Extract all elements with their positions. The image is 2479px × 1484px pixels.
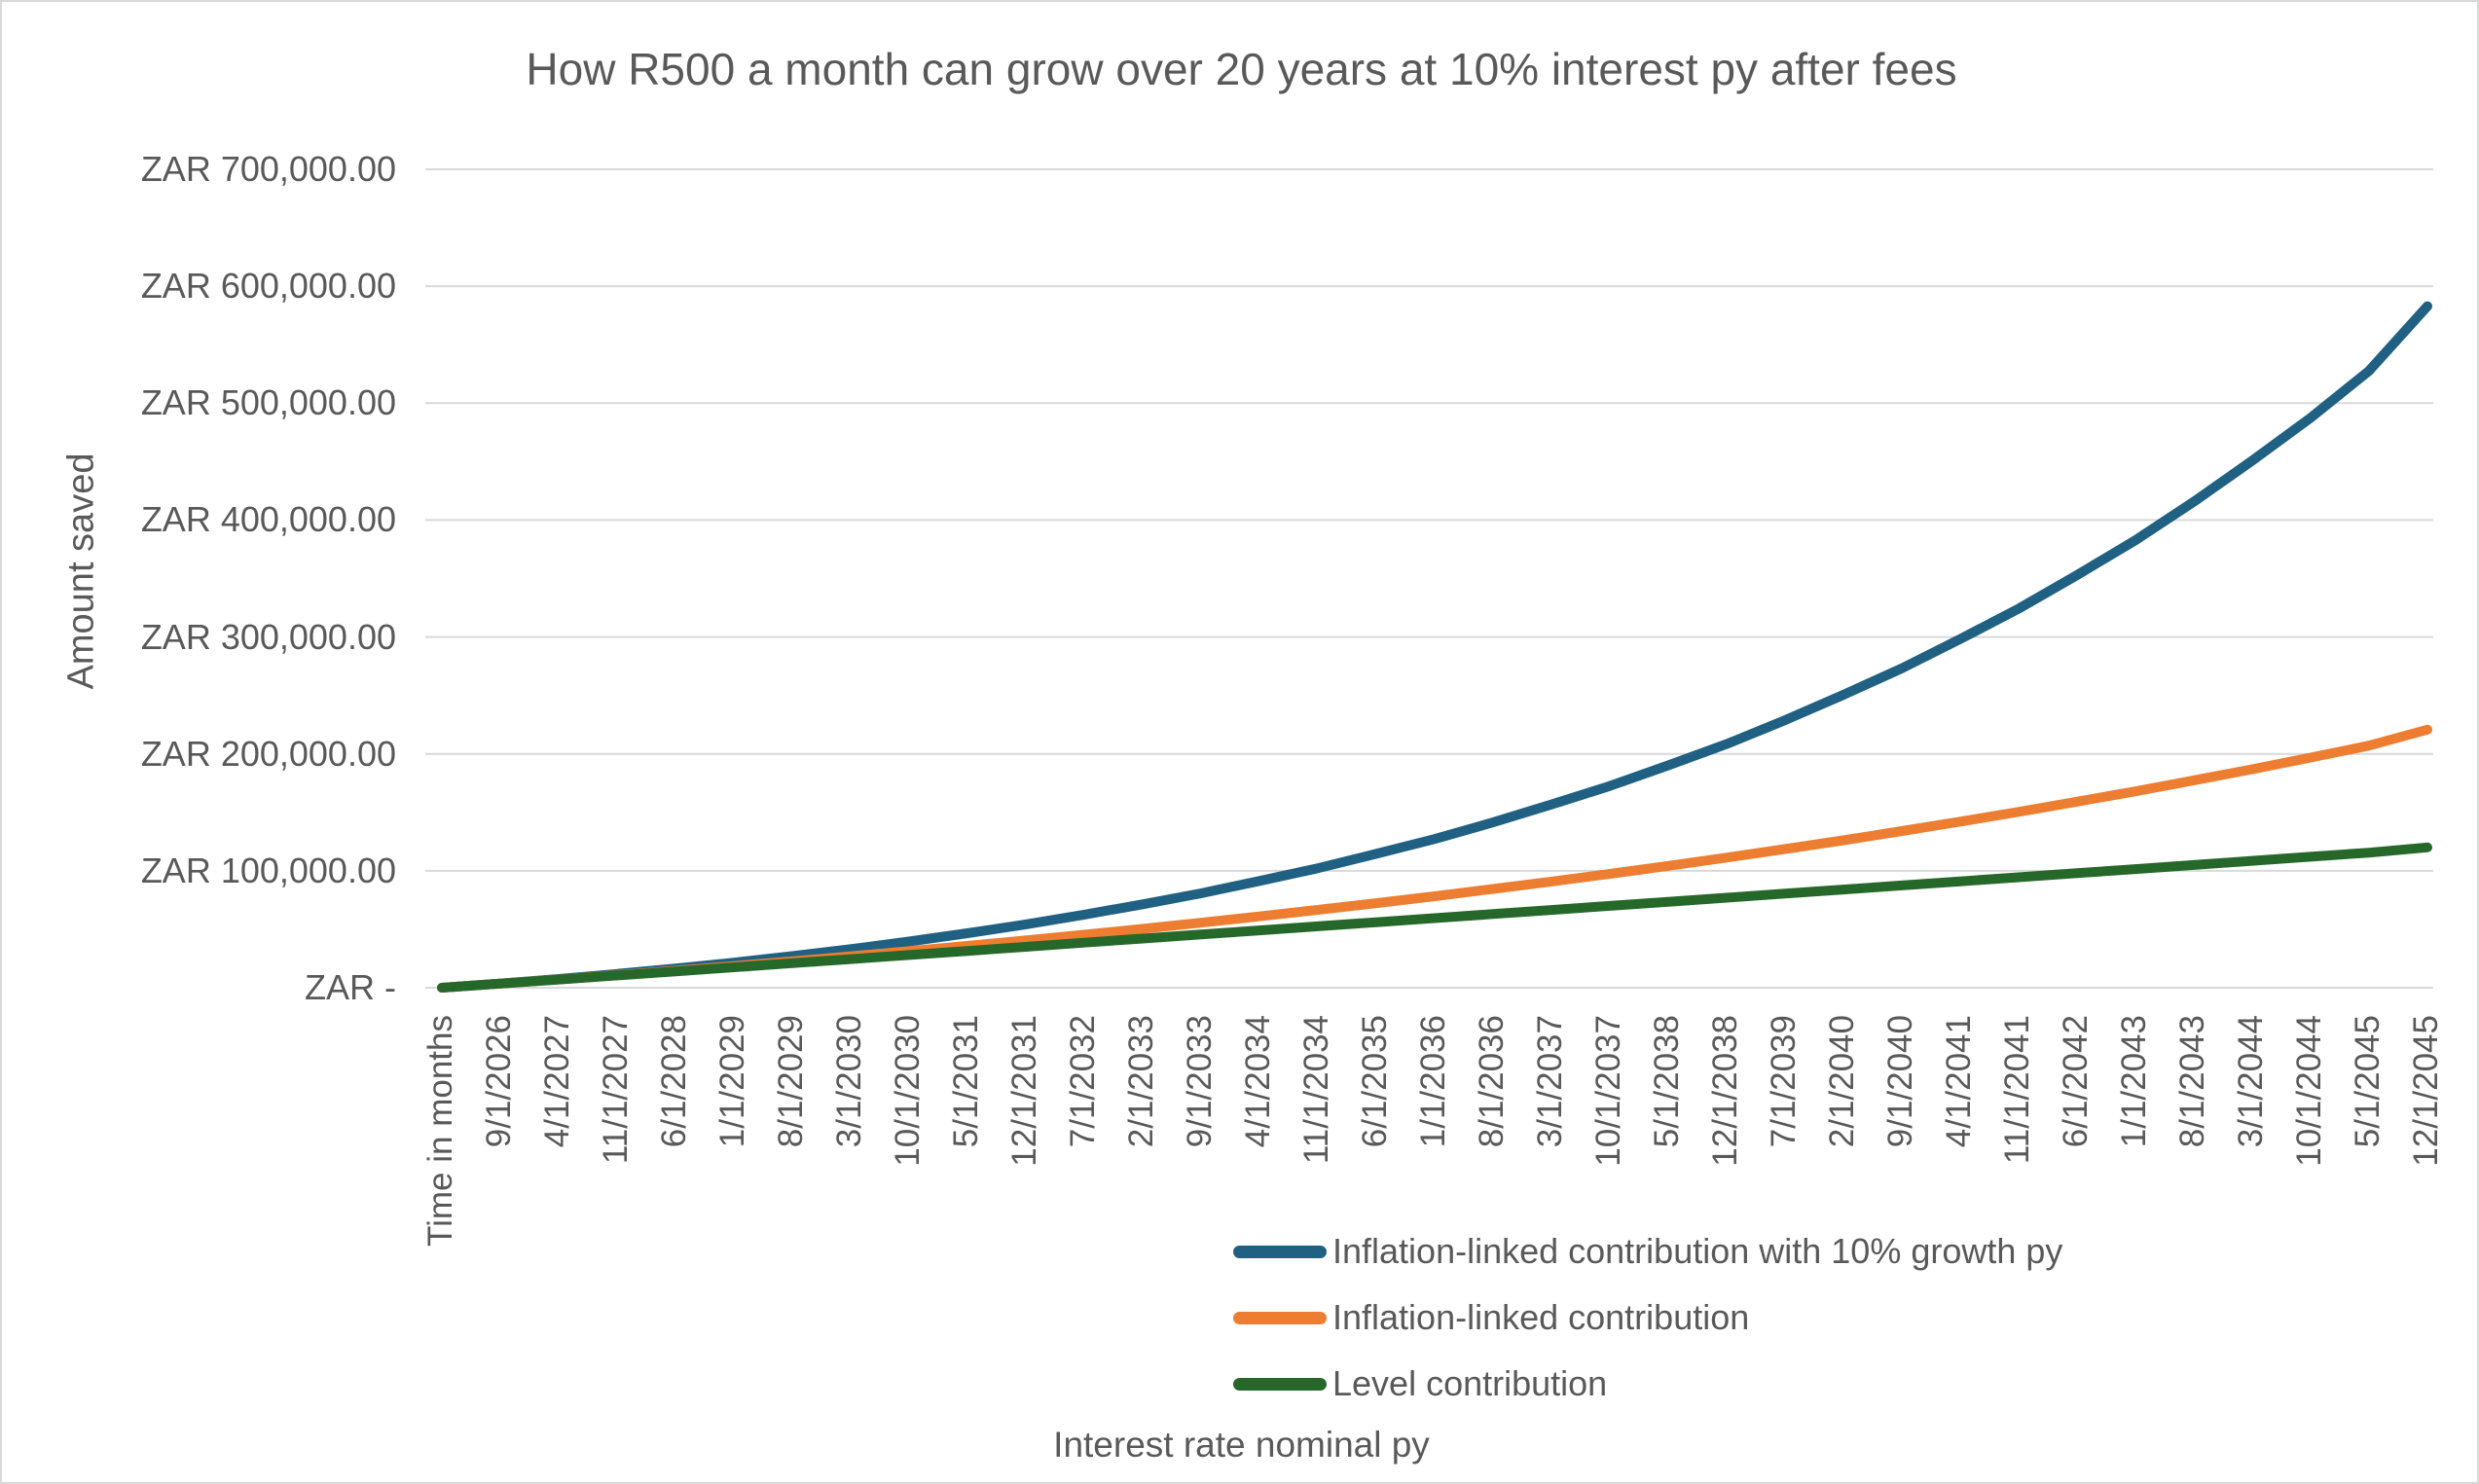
legend-swatch-icon xyxy=(1233,1311,1327,1324)
x-tick-label: 1/1/2043 xyxy=(2115,1015,2153,1148)
x-tick-label: Time in months xyxy=(421,1015,459,1247)
x-tick-label: 8/1/2043 xyxy=(2173,1015,2211,1148)
x-tick-label: 11/1/2027 xyxy=(597,1015,635,1165)
x-tick-label: 7/1/2039 xyxy=(1765,1015,1803,1148)
x-axis-title: Interest rate nominal py xyxy=(1053,1425,1430,1465)
x-tick-label: 5/1/2038 xyxy=(1648,1015,1686,1148)
legend-item: Inflation-linked contribution xyxy=(1233,1298,1749,1337)
y-tick-label: ZAR 500,000.00 xyxy=(140,382,396,423)
x-tick-label: 1/1/2036 xyxy=(1414,1015,1452,1148)
x-tick-label: 1/1/2029 xyxy=(713,1015,751,1148)
x-tick-label: 12/1/2038 xyxy=(1706,1015,1744,1167)
chart-title: How R500 a month can grow over 20 years … xyxy=(526,44,1957,94)
y-tick-label: ZAR 200,000.00 xyxy=(140,733,396,774)
x-tick-label: 9/1/2040 xyxy=(1881,1015,1919,1148)
series-line-2 xyxy=(437,724,2432,993)
x-tick-label: 6/1/2035 xyxy=(1356,1015,1394,1148)
x-tick-label: 5/1/2045 xyxy=(2349,1015,2387,1148)
x-tick-label: 4/1/2041 xyxy=(1940,1015,1978,1148)
x-tick-label: 11/1/2041 xyxy=(1998,1015,2036,1165)
legend-swatch-icon xyxy=(1233,1377,1327,1391)
legend-label: Inflation-linked contribution xyxy=(1332,1297,1750,1337)
x-tick-label: 9/1/2033 xyxy=(1181,1015,1219,1148)
legend-label: Inflation-linked contribution with 10% g… xyxy=(1332,1231,2063,1271)
x-tick-label: 9/1/2026 xyxy=(480,1015,518,1148)
x-tick-label: 2/1/2033 xyxy=(1122,1015,1160,1148)
x-tick-label: 6/1/2042 xyxy=(2057,1015,2095,1148)
legend-item: Inflation-linked contribution with 10% g… xyxy=(1233,1232,2062,1271)
x-tick-label: 2/1/2040 xyxy=(1823,1015,1861,1148)
legend-item: Level contribution xyxy=(1233,1364,1607,1403)
series-line-3 xyxy=(437,842,2432,993)
y-tick-label: ZAR 700,000.00 xyxy=(140,149,396,189)
y-tick-label: ZAR 400,000.00 xyxy=(140,499,396,540)
legend-label: Level contribution xyxy=(1332,1363,1608,1403)
x-tick-label: 8/1/2036 xyxy=(1473,1015,1511,1148)
x-tick-label: 6/1/2028 xyxy=(655,1015,693,1148)
x-tick-label: 7/1/2032 xyxy=(1064,1015,1102,1148)
x-tick-label: 5/1/2031 xyxy=(947,1015,985,1148)
x-tick-label: 10/1/2037 xyxy=(1589,1015,1627,1167)
x-tick-label: 3/1/2044 xyxy=(2232,1015,2270,1148)
y-axis-title: Amount saved xyxy=(60,452,102,690)
x-tick-label: 10/1/2044 xyxy=(2290,1015,2328,1167)
x-tick-label: 4/1/2034 xyxy=(1239,1015,1277,1148)
x-tick-label: 11/1/2034 xyxy=(1297,1015,1335,1165)
series-line-1 xyxy=(437,301,2432,993)
y-tick-label: ZAR - xyxy=(305,967,396,1007)
x-tick-label: 8/1/2029 xyxy=(772,1015,810,1148)
x-tick-label: 3/1/2037 xyxy=(1531,1015,1569,1148)
y-tick-label: ZAR 100,000.00 xyxy=(140,850,396,890)
x-tick-label: 12/1/2031 xyxy=(1005,1015,1043,1167)
y-tick-label: ZAR 300,000.00 xyxy=(140,616,396,657)
x-tick-label: 10/1/2030 xyxy=(889,1015,927,1167)
x-tick-label: 3/1/2030 xyxy=(830,1015,868,1148)
legend-swatch-icon xyxy=(1233,1245,1327,1258)
x-tick-label: 4/1/2027 xyxy=(538,1015,576,1148)
x-tick-label: 12/1/2045 xyxy=(2407,1015,2445,1167)
y-tick-label: ZAR 600,000.00 xyxy=(140,266,396,307)
